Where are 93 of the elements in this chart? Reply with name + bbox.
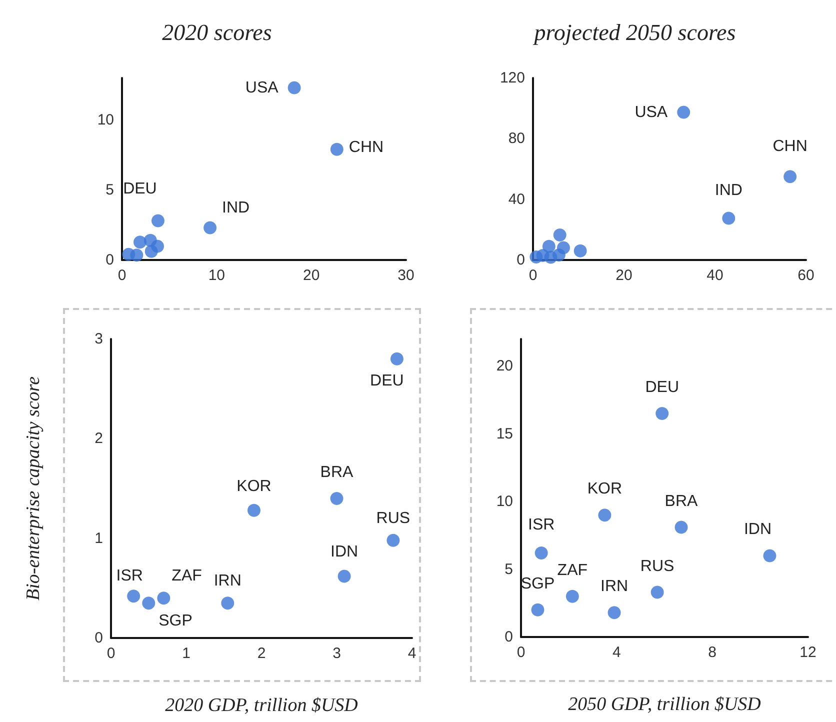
annotation: KOR	[236, 478, 272, 495]
annotation: RUS	[640, 558, 674, 575]
annotation: ISR	[116, 568, 143, 585]
point	[386, 534, 400, 547]
x-tick-label: 30	[398, 267, 414, 284]
point	[552, 248, 566, 262]
y-tick-label: 80	[508, 130, 525, 148]
point	[288, 81, 301, 94]
annotation: IDN	[330, 544, 358, 561]
y-tick-label: 20	[496, 358, 513, 375]
annotation: IND	[714, 182, 742, 199]
y-tick-label: 1	[94, 530, 103, 547]
y-tick-label: 10	[496, 493, 513, 510]
annotation: KOR	[587, 480, 622, 498]
point	[151, 214, 164, 228]
point	[134, 236, 146, 249]
point	[650, 586, 664, 599]
annotation: SGP	[520, 575, 555, 592]
point	[151, 240, 164, 253]
annotation: BRA	[664, 492, 698, 510]
y-tick-label: 2	[94, 430, 103, 448]
y-tick-label: 5	[504, 560, 513, 578]
y-tick-label: 5	[106, 182, 114, 198]
y-tick-label: 120	[500, 70, 525, 86]
point	[534, 546, 548, 560]
point	[608, 606, 621, 620]
x-tick-label: 20	[616, 267, 632, 284]
point	[598, 508, 612, 522]
annotation: USA	[245, 79, 279, 96]
annotation: IDN	[744, 521, 772, 538]
annotation: IND	[222, 199, 250, 216]
annotation: ZAF	[557, 562, 588, 579]
point	[130, 248, 144, 262]
x-tick-label: 60	[798, 267, 814, 284]
y-tick-label: 15	[496, 425, 513, 442]
point	[247, 504, 260, 517]
point	[763, 549, 776, 562]
y-tick-label: 0	[516, 252, 525, 268]
point	[221, 596, 234, 610]
annotation: DEU	[123, 180, 157, 198]
point	[784, 170, 797, 184]
y-tick-label: 0	[94, 630, 103, 646]
annotation: BRA	[320, 464, 354, 481]
point	[566, 590, 579, 603]
annotation: ZAF	[172, 568, 202, 585]
point	[338, 570, 351, 583]
annotation: DEU	[370, 372, 404, 390]
annotation: ISR	[528, 516, 555, 534]
annotation: IRN	[600, 578, 628, 596]
point	[574, 244, 587, 258]
point	[330, 492, 344, 505]
point	[390, 352, 404, 366]
annotation: CHN	[348, 138, 384, 156]
y-tick-label: 40	[508, 190, 525, 208]
point	[674, 520, 688, 534]
x-tick-label: 2	[257, 645, 266, 662]
chart-title: projected 2050 scores	[532, 20, 736, 45]
point	[531, 603, 544, 616]
x-tick-label: 12	[800, 644, 816, 661]
annotation: IRN	[214, 572, 242, 590]
x-tick-label: 40	[706, 267, 724, 284]
point	[157, 592, 170, 605]
point	[722, 212, 736, 225]
annotation: SGP	[158, 612, 192, 630]
y-tick-label: 3	[94, 330, 103, 348]
point	[204, 221, 217, 234]
x-tick-label: 20	[302, 267, 320, 284]
annotation: DEU	[645, 379, 679, 396]
x-tick-label: 1	[182, 645, 190, 662]
x-tick-label: 10	[208, 267, 226, 284]
x-axis-title: 2020 GDP, trillion $USD	[165, 695, 358, 716]
y-tick-label: 0	[504, 628, 513, 646]
y-axis-title: Bio-enterprise capacity score	[23, 376, 44, 601]
x-tick-label: 8	[708, 644, 717, 661]
point	[542, 240, 556, 253]
point	[127, 590, 140, 603]
annotation: USA	[634, 104, 668, 121]
x-tick-label: 0	[528, 267, 538, 284]
x-tick-label: 0	[118, 267, 126, 284]
y-tick-label: 10	[97, 112, 114, 128]
point	[656, 407, 669, 420]
x-axis-title: 2050 GDP, trillion $USD	[568, 694, 762, 715]
x-tick-label: 4	[612, 644, 621, 661]
point	[553, 228, 566, 242]
point	[677, 106, 690, 119]
point	[330, 142, 344, 156]
chart-title: 2020 scores	[162, 20, 272, 45]
annotation: CHN	[772, 138, 808, 156]
annotation: RUS	[376, 510, 410, 527]
y-tick-label: 0	[106, 252, 114, 268]
x-tick-label: 4	[408, 645, 416, 662]
point	[142, 596, 156, 610]
x-tick-label: 3	[332, 645, 341, 662]
